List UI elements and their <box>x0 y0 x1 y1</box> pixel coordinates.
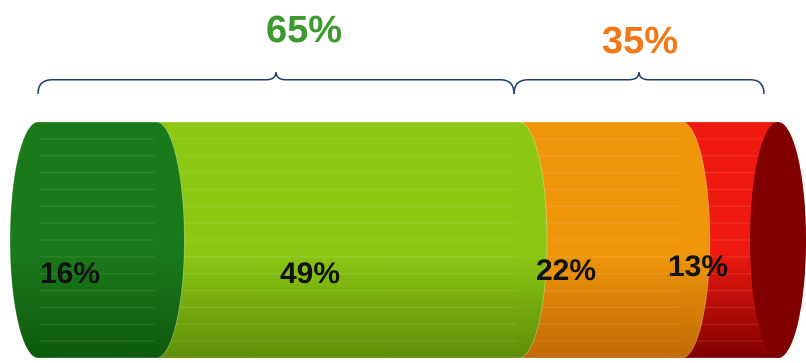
cylinder-end-cap <box>750 122 806 358</box>
group-brace <box>513 71 765 95</box>
segment-labels: 16% 49% 22% 13% <box>40 250 728 290</box>
group-label: 65% <box>266 9 342 51</box>
segment-label: 49% <box>280 257 340 290</box>
segment-1 <box>9 121 185 359</box>
segments <box>9 121 806 359</box>
segment-label: 13% <box>668 250 728 283</box>
group-labels: 65% 35% <box>266 9 678 62</box>
group-brace <box>37 71 515 95</box>
segment-label: 16% <box>40 257 100 290</box>
group-braces <box>37 71 765 95</box>
group-label: 35% <box>602 20 678 62</box>
segment-label: 22% <box>536 254 596 287</box>
